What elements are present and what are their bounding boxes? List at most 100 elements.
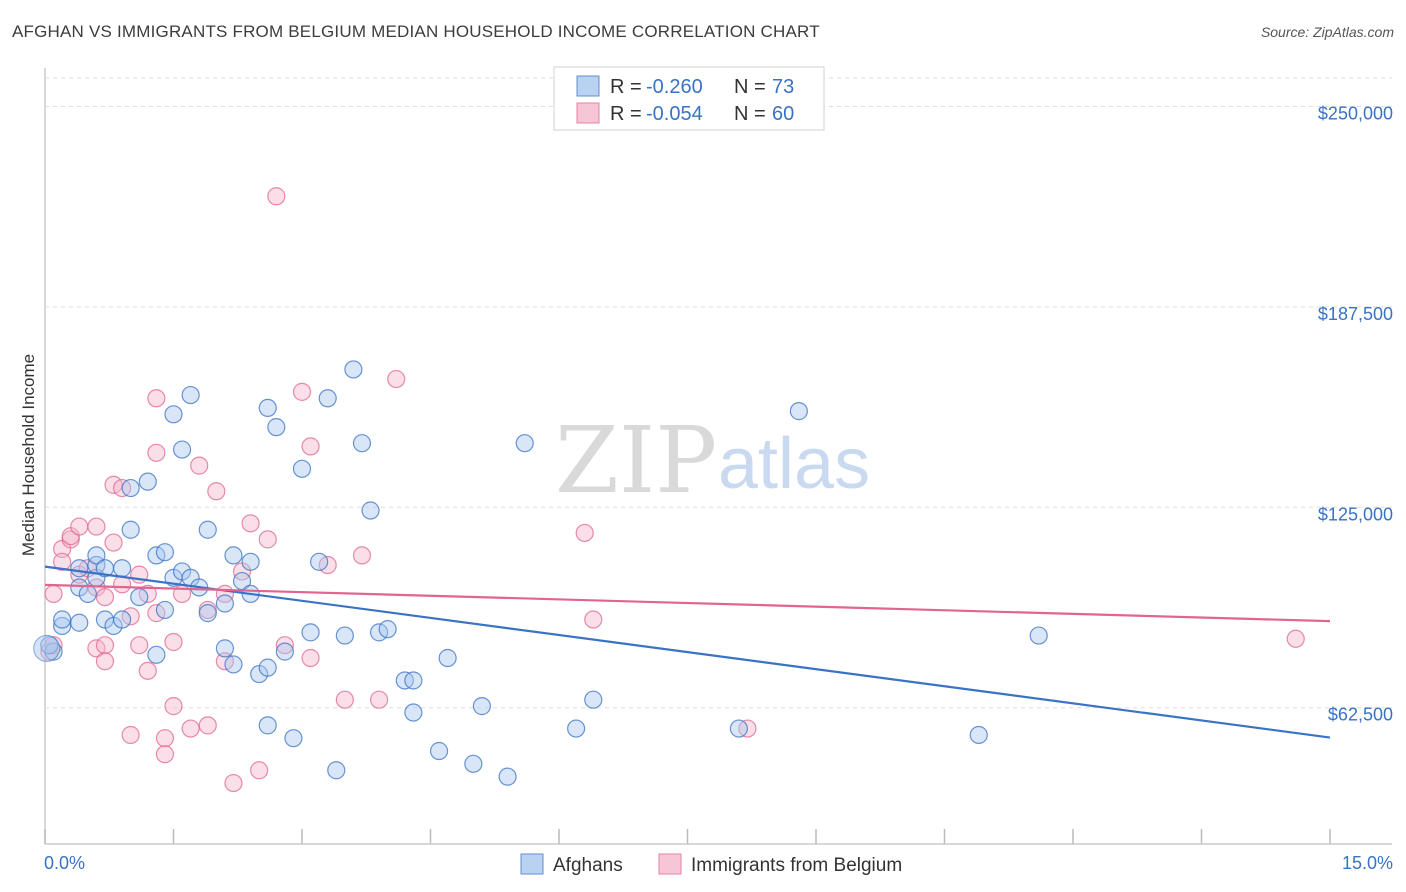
data-point: [310, 552, 329, 571]
data-point: [464, 754, 483, 773]
data-point: [498, 767, 517, 786]
legend-swatch-belgium: [576, 102, 600, 124]
data-point: [104, 533, 123, 552]
x-ticks: [44, 829, 1331, 844]
data-point: [429, 741, 449, 761]
data-point: [241, 552, 260, 571]
data-point: [130, 636, 149, 655]
data-point: [387, 369, 406, 389]
data-point: [95, 636, 115, 655]
legend-r-value-belgium: -0.054: [646, 103, 703, 125]
x-tick-label-min: 0.0%: [44, 853, 85, 873]
data-point: [258, 398, 277, 418]
data-point: [87, 546, 106, 565]
data-point: [404, 671, 423, 690]
data-point: [1029, 626, 1048, 645]
data-point: [164, 697, 183, 716]
x-tick-label-max: 15.0%: [1342, 853, 1393, 873]
data-point: [121, 520, 140, 539]
series-afghans-points: [33, 360, 1048, 786]
data-point: [53, 552, 72, 571]
data-point: [301, 623, 320, 642]
legend-n-value-belgium: 60: [772, 103, 794, 125]
data-point: [155, 745, 175, 764]
data-point: [438, 648, 457, 668]
y-tick-label: $250,000: [1318, 103, 1393, 123]
data-point: [344, 360, 363, 379]
correlation-legend: R = -0.260 N = 73 R = -0.054 N = 60: [553, 66, 825, 131]
y-tick-labels: $62,500 $125,000 $187,500 $250,000: [1318, 103, 1393, 724]
data-point: [284, 729, 303, 748]
bottom-legend-swatch-belgium: [658, 853, 682, 875]
data-point: [121, 725, 140, 745]
data-point: [472, 697, 491, 716]
data-point: [112, 610, 132, 629]
bottom-legend-swatch-afghans: [520, 853, 544, 875]
legend-n-label-afghans: N =: [734, 76, 766, 98]
data-point: [53, 610, 72, 629]
legend-n-value-afghans: 73: [772, 76, 794, 98]
data-point: [352, 546, 372, 565]
data-point: [207, 482, 226, 501]
y-tick-label: $187,500: [1318, 304, 1393, 324]
data-point: [95, 587, 115, 607]
data-point: [190, 456, 209, 475]
data-point: [361, 501, 380, 520]
data-point: [335, 690, 354, 709]
data-point: [224, 655, 243, 674]
data-point: [121, 478, 140, 498]
data-point: [147, 389, 166, 408]
watermark-zip: ZIP: [555, 407, 717, 514]
data-point: [335, 626, 354, 645]
bottom-legend-afghans: Afghans: [553, 855, 623, 876]
data-point: [198, 520, 217, 539]
data-point: [515, 434, 534, 453]
data-point: [70, 613, 89, 632]
source-label: Source: ZipAtlas.com: [1260, 24, 1394, 40]
data-point: [130, 587, 149, 607]
data-point: [181, 385, 200, 405]
data-point: [584, 690, 603, 709]
data-point: [95, 652, 115, 671]
data-point: [404, 703, 423, 722]
data-point: [181, 719, 200, 738]
trend-lines: [44, 565, 1331, 739]
trend-line-afghans: [44, 565, 1331, 739]
y-axis-label: Median Household Income: [19, 354, 38, 556]
data-point: [258, 716, 277, 735]
watermark-atlas: atlas: [718, 424, 870, 504]
series-legend: Afghans Immigrants from Belgium: [520, 853, 902, 876]
data-point: [53, 616, 72, 636]
legend-r-label-belgium: R =: [610, 103, 642, 125]
data-point: [378, 620, 397, 639]
data-point: [138, 472, 157, 491]
data-point: [567, 719, 586, 738]
data-point: [370, 690, 389, 709]
data-point: [301, 648, 320, 668]
data-point: [215, 594, 234, 613]
data-point: [729, 719, 749, 738]
data-point: [267, 418, 286, 437]
legend-r-label-afghans: R =: [610, 76, 642, 98]
data-point: [155, 600, 175, 620]
data-point: [87, 517, 106, 536]
data-point: [292, 459, 312, 478]
y-tick-label: $62,500: [1328, 705, 1393, 725]
data-point: [155, 729, 175, 748]
data-point: [1286, 629, 1305, 648]
data-point: [301, 437, 320, 456]
gridlines: [45, 77, 1392, 709]
data-point: [584, 610, 603, 629]
data-point: [147, 645, 166, 664]
data-point: [112, 575, 132, 594]
data-point: [198, 604, 217, 623]
data-point: [155, 543, 175, 562]
data-point-cluster: [33, 634, 61, 662]
data-point: [112, 559, 132, 578]
y-tick-label: $125,000: [1318, 504, 1393, 524]
data-point: [224, 546, 243, 565]
data-point: [250, 761, 269, 780]
data-point: [275, 636, 294, 655]
data-point: [575, 523, 594, 543]
